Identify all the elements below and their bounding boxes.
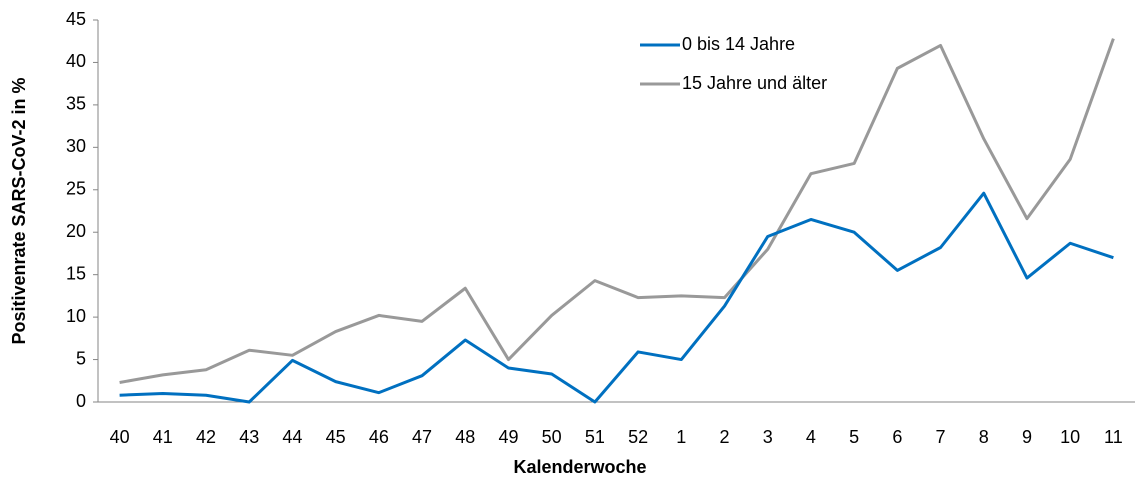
x-tick-label: 9: [1022, 427, 1032, 447]
y-tick-label: 45: [66, 9, 86, 29]
x-tick-label: 40: [110, 427, 130, 447]
x-tick-label: 41: [153, 427, 173, 447]
x-tick-label: 45: [326, 427, 346, 447]
x-tick-label: 2: [720, 427, 730, 447]
x-tick-label: 10: [1060, 427, 1080, 447]
x-tick-label: 51: [585, 427, 605, 447]
y-tick-label: 20: [66, 221, 86, 241]
x-tick-label: 50: [542, 427, 562, 447]
x-tick-label: 5: [849, 427, 859, 447]
y-tick-label: 25: [66, 179, 86, 199]
series-line: [119, 38, 1115, 384]
x-tick-label: 44: [282, 427, 302, 447]
legend-label: 0 bis 14 Jahre: [682, 34, 795, 54]
x-tick-label: 52: [628, 427, 648, 447]
legend-label: 15 Jahre und älter: [682, 73, 827, 93]
x-tick-label: 11: [1104, 427, 1123, 447]
x-tick-label: 49: [498, 427, 518, 447]
x-tick-label: 3: [763, 427, 773, 447]
x-tick-label: 46: [369, 427, 389, 447]
x-tick-label: 7: [936, 427, 946, 447]
x-tick-label: 6: [892, 427, 902, 447]
y-tick-label: 5: [76, 348, 86, 368]
y-tick-label: 15: [66, 263, 86, 283]
y-tick-label: 35: [66, 94, 86, 114]
y-tick-label: 30: [66, 136, 86, 156]
x-axis-label: Kalenderwoche: [513, 457, 646, 477]
x-tick-label: 4: [806, 427, 816, 447]
y-tick-label: 40: [66, 51, 86, 71]
x-tick-label: 42: [196, 427, 216, 447]
series-line: [119, 191, 1114, 404]
x-tick-label: 8: [979, 427, 989, 447]
x-tick-label: 43: [239, 427, 259, 447]
x-tick-label: 47: [412, 427, 432, 447]
y-axis-label: Positivenrate SARS-CoV-2 in %: [9, 77, 29, 344]
y-tick-label: 10: [66, 306, 86, 326]
y-tick-label: 0: [76, 391, 86, 411]
x-tick-label: 1: [676, 427, 686, 447]
x-tick-label: 48: [455, 427, 475, 447]
